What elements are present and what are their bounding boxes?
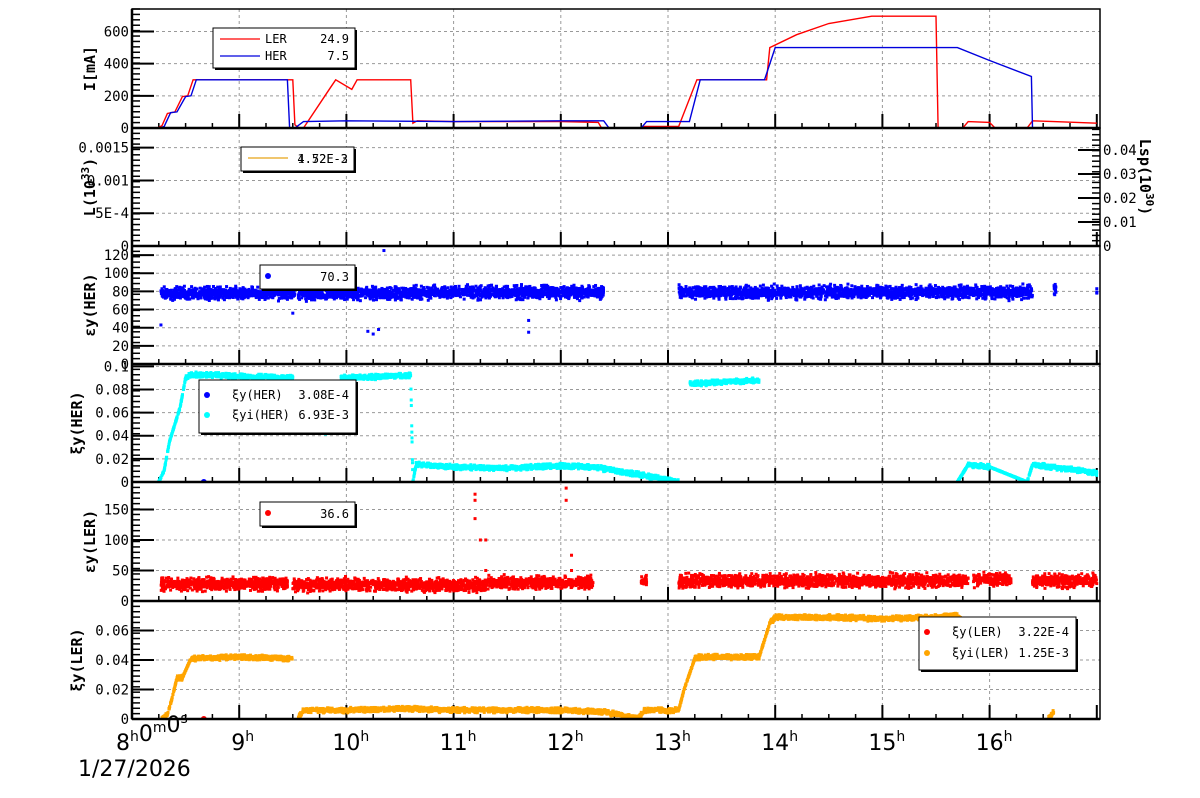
y2-axis-label: Lsp(1030) xyxy=(1136,139,1156,215)
y-tick-label: 0.0015 xyxy=(78,141,129,157)
legend-value-overlap: 1.72E-2 xyxy=(297,152,348,166)
y2-tick-label: 0.01 xyxy=(1103,215,1137,231)
ler-tune-shift-legend: ξy(LER) 3.22E-4 ξyi(LER) 1.25E-3 xyxy=(918,616,1078,672)
y-tick-label: 400 xyxy=(104,57,129,73)
y-axis-label: εy(HER) xyxy=(81,273,99,336)
legend-value: 4.52E-3 xyxy=(297,152,348,166)
legend-label: ξy(LER) xyxy=(952,625,1003,639)
lumi-specific-axis: 0 0.01 0.02 0.03 0.04 Lsp(1030) xyxy=(1078,128,1156,255)
her-emittance-legend: 70.3 xyxy=(259,264,357,291)
y2-tick-label: 0.03 xyxy=(1103,167,1137,183)
y-tick-label: 0 xyxy=(121,475,129,491)
series-group xyxy=(159,249,1099,336)
y-tick-label: 5E-4 xyxy=(95,206,129,222)
y2-tick-label: 0.04 xyxy=(1103,143,1137,159)
y-axis-label: ξy(LER) xyxy=(68,628,86,691)
y-tick-label: 600 xyxy=(104,25,129,41)
x-tick-label: 11h xyxy=(440,729,477,756)
legend-value: 36.6 xyxy=(320,507,349,521)
y2-tick-label: 0.02 xyxy=(1103,191,1137,207)
y-tick-label: 100 xyxy=(104,266,129,282)
y-tick-label: 100 xyxy=(104,533,129,549)
y-tick-label: 0.04 xyxy=(95,653,129,669)
luminosity-legend: 4.52E-31.72E-2 xyxy=(240,146,356,173)
legend-label: LER xyxy=(265,32,287,46)
y-tick-label: 0 xyxy=(121,712,129,728)
legend-label: ξyi(LER) xyxy=(952,646,1010,660)
y-axis-label: ξy(HER) xyxy=(68,391,86,454)
legend-label: HER xyxy=(265,49,287,63)
legend-value: 24.9 xyxy=(320,32,349,46)
y-tick-label: 60 xyxy=(112,303,129,319)
x-axis-date: 1/27/2026 xyxy=(78,757,191,782)
x-tick-label: 14h xyxy=(761,729,798,756)
y-axis-label: εy(LER) xyxy=(81,510,99,573)
y-axis-label: I[mA] xyxy=(81,46,99,91)
series-group xyxy=(159,486,1099,595)
y-tick-label: 0.1 xyxy=(104,359,129,375)
y-tick-label: 0 xyxy=(121,121,129,137)
legend-label: ξyi(HER) xyxy=(232,408,290,422)
y-tick-label: 0.06 xyxy=(95,624,129,640)
her-tune-shift-pane: 0 0.02 0.04 0.06 0.08 0.1 ξy(HER) xyxy=(68,359,1101,491)
her-emittance-pane: 0 20 40 60 80 100 120 εy(HER) xyxy=(81,245,1101,373)
y-tick-label: 50 xyxy=(112,563,129,579)
legend-value: 70.3 xyxy=(320,270,349,284)
x-tick-label: 13h xyxy=(654,729,691,756)
y-tick-label: 0.001 xyxy=(87,173,129,189)
y-tick-label: 20 xyxy=(112,339,129,355)
y-tick-label: 0.02 xyxy=(95,452,129,468)
x-tick-label-start: 8h0m0s xyxy=(116,711,188,756)
y-tick-label: 0 xyxy=(121,357,129,373)
plot-frame xyxy=(131,127,1101,247)
x-tick-label: 15h xyxy=(868,729,905,756)
current-legend: LER 24.9 HER 7.5 xyxy=(212,27,357,70)
legend-value: 7.5 xyxy=(327,49,349,63)
y-tick-label: 0.06 xyxy=(95,406,129,422)
series-group xyxy=(157,370,1099,482)
legend-value: 1.25E-3 xyxy=(1018,646,1069,660)
series-group xyxy=(132,15,1097,128)
x-tick-label: 12h xyxy=(547,729,584,756)
x-tick-label: 10h xyxy=(332,729,369,756)
legend-value: 3.22E-4 xyxy=(1018,625,1069,639)
y-tick-label: 80 xyxy=(112,284,129,300)
her-tune-shift-legend: ξy(HER) 3.08E-4 ξyi(HER) 6.93E-3 xyxy=(198,379,358,435)
ler-emittance-pane: 0 50 100 150 εy(LER) xyxy=(81,481,1101,610)
y-tick-label: 0.08 xyxy=(95,382,129,398)
y-tick-label: 0 xyxy=(121,239,129,255)
y-tick-label: 200 xyxy=(104,89,129,105)
y-tick-label: 0.02 xyxy=(95,683,129,699)
ler-emittance-legend: 36.6 xyxy=(259,501,357,528)
y-tick-label: 120 xyxy=(104,248,129,264)
y-axis-label: L(1033) xyxy=(79,158,99,216)
x-tick-label: 9h xyxy=(231,729,254,756)
y-tick-label: 0.04 xyxy=(95,429,129,445)
x-tick-label: 16h xyxy=(976,729,1013,756)
legend-value: 3.08E-4 xyxy=(298,388,349,402)
legend-value: 6.93E-3 xyxy=(298,408,349,422)
y-tick-label: 150 xyxy=(104,502,129,518)
y-tick-label: 0 xyxy=(121,594,129,610)
legend-label: ξy(HER) xyxy=(232,388,283,402)
y-tick-label: 40 xyxy=(112,321,129,337)
x-axis-labels: 8h0m0s 9h 10h 11h 12h 13h 14h 15h 16h 1/27/2026 xyxy=(78,711,1012,782)
y2-tick-label: 0 xyxy=(1103,239,1111,255)
her-current-line xyxy=(132,46,1097,128)
